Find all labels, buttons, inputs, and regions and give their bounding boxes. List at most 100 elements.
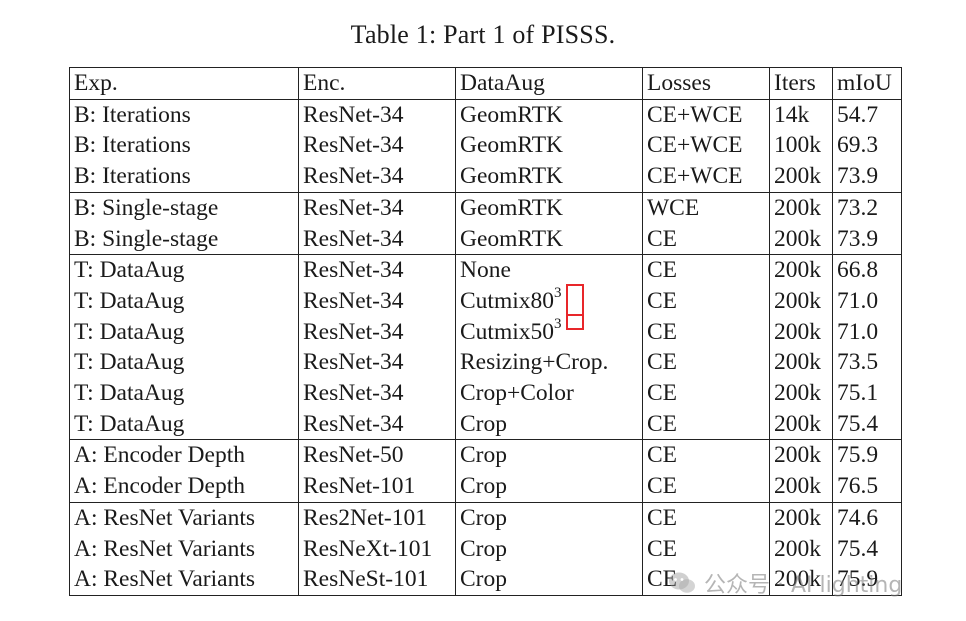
miou-cell: 73.5 [832,347,902,379]
enc-cell: ResNet-34 [298,316,456,348]
wechat-logo-icon [669,572,695,593]
dataaug-text: GeomRTK [460,225,564,252]
dataaug-cell: Resizing+Crop. [455,347,643,379]
miou-cell: 73.9 [832,223,902,255]
table-row: T: DataAug ResNet-34 Crop CE 200k 75.4 [69,408,902,440]
footnote-marker: 3 [554,285,562,302]
iters-cell: 200k [769,408,833,440]
dataaug-cell: GeomRTK [455,161,643,193]
losses-cell: CE [642,502,770,534]
iters-cell: 100k [769,130,833,162]
enc-cell: ResNet-34 [298,378,456,409]
header-iters: Iters [769,67,833,100]
dataaug-cell: GeomRTK [455,130,643,162]
dataaug-cell: Crop [455,502,643,534]
losses-cell: CE [642,316,770,348]
dataaug-cell: Cutmix503 [455,315,643,348]
exp-cell: A: ResNet Variants [69,564,299,596]
table-row: T: DataAug ResNet-34 Resizing+Crop. CE 200k 7… [69,347,902,379]
dataaug-cell: GeomRTK [455,99,643,131]
losses-cell: CE [642,223,770,255]
exp-cell: T: DataAug [69,254,299,286]
iters-cell: 200k [769,285,833,317]
table-row: A: Encoder Depth ResNet-50 Crop CE 200k 75.9 [69,439,902,472]
miou-cell: 76.5 [832,471,902,503]
iters-cell: 14k [769,99,833,131]
exp-cell: A: Encoder Depth [69,471,299,503]
losses-cell: CE+WCE [642,130,770,162]
dataaug-text: Crop [460,566,507,593]
losses-cell: CE+WCE [642,99,770,131]
losses-cell: CE [642,254,770,286]
dataaug-text: GeomRTK [460,194,564,221]
exp-cell: T: DataAug [69,316,299,348]
table-row: T: DataAug ResNet-34 Crop+Color CE 200k 75.1 [69,378,902,409]
table-row: B: Single-stage ResNet-34 GeomRTK CE 200k 73.… [69,223,902,255]
exp-cell: A: Encoder Depth [69,439,299,472]
dataaug-cell: None [455,254,643,286]
enc-cell: ResNet-34 [298,223,456,255]
dataaug-cell: Crop+Color [455,378,643,409]
enc-cell: ResNet-50 [298,439,456,472]
losses-cell: CE [642,408,770,440]
table-row: B: Iterations ResNet-34 GeomRTK CE+WCE 200k 7… [69,161,902,193]
dataaug-cell: GeomRTK [455,223,643,255]
dataaug-cell: Crop [455,408,643,440]
table-row: T: DataAug ResNet-34 None CE 200k 66.8 [69,254,902,286]
highlight-box-footnote-2 [566,314,584,330]
exp-cell: B: Single-stage [69,223,299,255]
enc-cell: ResNet-34 [298,130,456,162]
exp-cell: T: DataAug [69,378,299,409]
dataaug-text: Crop [460,473,507,500]
watermark-text: 公众号 · AI lighting [704,573,903,598]
results-table: Exp. Enc. DataAug Losses Iters mIoU B: I… [69,67,902,596]
header-losses: Losses [642,67,770,100]
enc-cell: ResNet-101 [298,471,456,503]
enc-cell: ResNeXt-101 [298,533,456,565]
table-row: A: ResNet Variants Res2Net-101 Crop CE 200k 7… [69,502,902,534]
table-row: A: ResNet Variants ResNeSt-101 Crop CE 200k 7… [69,564,902,596]
header-enc: Enc. [298,67,456,100]
highlight-box-footnote-1 [566,284,584,316]
header-dataaug: DataAug [455,67,643,100]
miou-cell: 73.2 [832,192,902,224]
dataaug-text: Crop [460,504,507,531]
dataaug-text: Crop+Color [460,380,574,407]
table-row: B: Iterations ResNet-34 GeomRTK CE+WCE 100k 6… [69,130,902,162]
footnote-marker: 3 [554,315,562,332]
dataaug-text: None [460,257,511,284]
miou-cell: 75.4 [832,408,902,440]
exp-cell: A: ResNet Variants [69,533,299,565]
losses-cell: CE [642,439,770,472]
table-row: B: Iterations ResNet-34 GeomRTK CE+WCE 14k 54… [69,99,902,131]
iters-cell: 200k [769,223,833,255]
exp-cell: T: DataAug [69,285,299,317]
dataaug-text: GeomRTK [460,132,564,159]
dataaug-cell: Crop [455,439,643,472]
iters-cell: 200k [769,347,833,379]
header-exp: Exp. [69,67,299,100]
row-group: B: Iterations ResNet-34 GeomRTK CE+WCE 14k 54… [69,99,902,193]
enc-cell: ResNet-34 [298,347,456,379]
row-group: A: ResNet Variants Res2Net-101 Crop CE 200k 7… [69,502,902,596]
exp-cell: A: ResNet Variants [69,502,299,534]
iters-cell: 200k [769,564,833,596]
iters-cell: 200k [769,439,833,472]
header-miou: mIoU [832,67,902,100]
dataaug-cell: Crop [455,533,643,565]
table-caption: Table 1: Part 1 of PISSS. [350,20,616,49]
miou-cell: 75.1 [832,378,902,409]
exp-cell: B: Iterations [69,161,299,193]
header-row: Exp. Enc. DataAug Losses Iters mIoU [69,67,902,100]
dataaug-cell: Crop [455,471,643,503]
iters-cell: 200k [769,378,833,409]
dataaug-text: GeomRTK [460,163,564,190]
dataaug-cell: Cutmix803 [455,285,643,317]
dataaug-text: Crop [460,535,507,562]
miou-cell: 75.9 [832,439,902,472]
miou-cell: 71.0 [832,316,902,348]
iters-cell: 200k [769,502,833,534]
dataaug-text: Cutmix80 [460,287,555,314]
exp-cell: B: Iterations [69,130,299,162]
iters-cell: 200k [769,254,833,286]
